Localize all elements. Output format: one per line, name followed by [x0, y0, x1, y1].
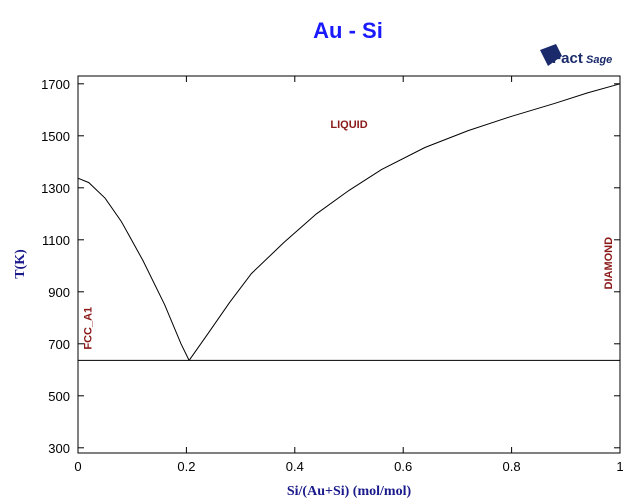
y-tick-label: 1700	[41, 77, 70, 92]
region-label: FCC_A1	[83, 307, 95, 350]
x-tick-label: 0	[74, 459, 81, 474]
x-tick-label: 0.4	[286, 459, 304, 474]
y-tick-label: 1500	[41, 129, 70, 144]
logo-mark-icon	[540, 44, 562, 66]
liquidus-au-side-line	[77, 177, 190, 361]
region-label: LIQUID	[330, 119, 367, 131]
logo-text-fact: Fact	[552, 50, 583, 67]
x-axis: 0 0.2 0.4 0.6 0.8 1	[74, 76, 624, 474]
y-tick-label: 300	[48, 441, 70, 456]
region-label: DIAMOND	[603, 237, 615, 290]
plot-frame	[77, 75, 621, 454]
y-axis-label: T(K)	[13, 249, 28, 279]
x-tick-label: 1	[616, 459, 623, 474]
y-axis: 300 500 700 900 1100 1300 1500 1700	[41, 77, 620, 456]
x-tick-label: 0.2	[177, 459, 195, 474]
y-tick-label: 700	[48, 337, 70, 352]
x-tick-label: 0.8	[503, 459, 521, 474]
factsage-logo: Fact Sage	[540, 44, 612, 67]
y-tick-label: 900	[48, 285, 70, 300]
x-tick-label: 0.6	[394, 459, 412, 474]
chart-title: Au - Si	[313, 18, 383, 43]
y-tick-label: 1300	[41, 181, 70, 196]
x-axis-label: Si/(Au+Si) (mol/mol)	[287, 484, 412, 499]
phase-boundaries	[77, 83, 621, 361]
y-tick-label: 500	[48, 389, 70, 404]
liquidus-si-side-line	[188, 83, 621, 361]
logo-text-sage: Sage	[586, 54, 612, 66]
region-labels: LIQUID FCC_A1 DIAMOND	[83, 119, 615, 350]
y-tick-label: 1100	[42, 233, 70, 248]
